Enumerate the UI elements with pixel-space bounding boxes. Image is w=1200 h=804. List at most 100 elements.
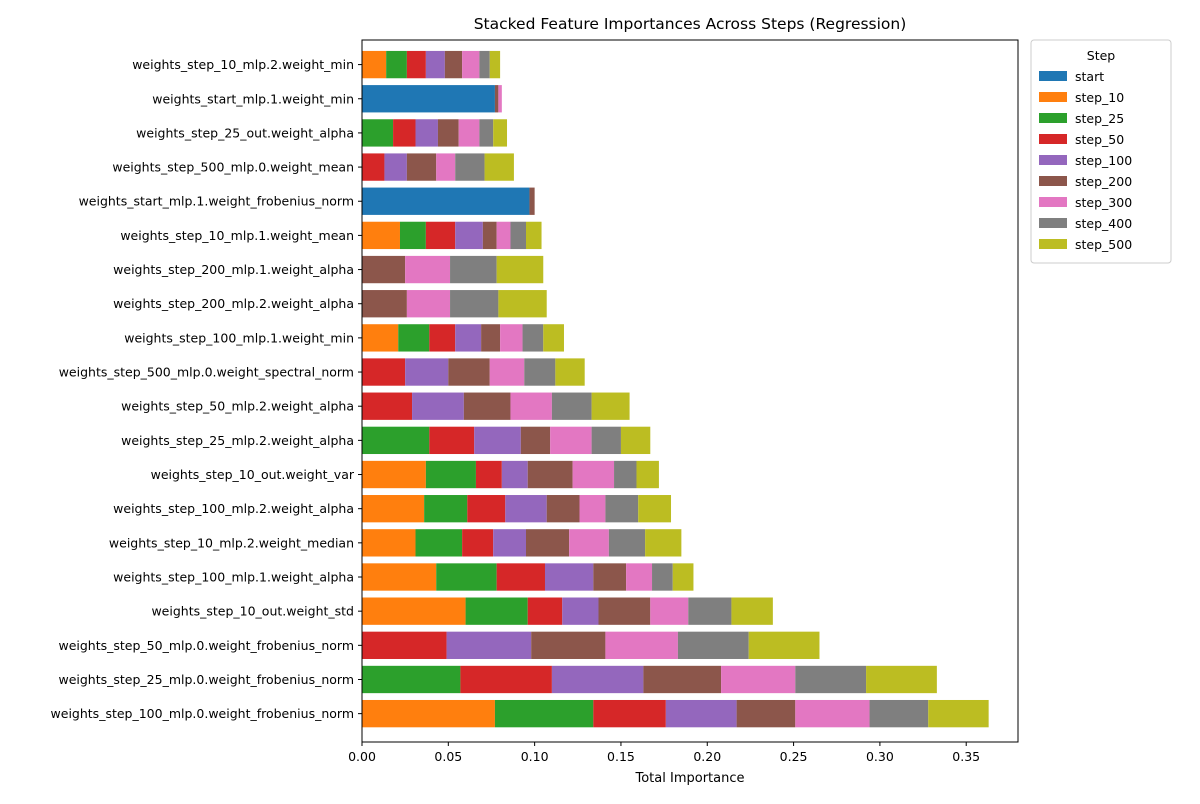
bar-segment-step_300-18 xyxy=(721,665,796,694)
x-axis: 0.00 0.05 0.10 0.15 0.20 0.25 0.30 0.35 xyxy=(348,742,980,764)
bar-segment-step_300-13 xyxy=(579,495,606,523)
category-label: weights_step_500_mlp.0.weight_spectral_n… xyxy=(59,365,354,380)
bar-segment-step_200-4 xyxy=(529,187,535,215)
legend-swatch-step_100 xyxy=(1039,155,1067,165)
bar-segment-step_50-2 xyxy=(393,119,416,147)
bar-segment-step_10-16 xyxy=(362,597,466,625)
bar-segment-step_50-18 xyxy=(460,665,552,694)
x-tick-label: 0.20 xyxy=(693,749,721,764)
bar-segment-step_200-2 xyxy=(437,119,459,147)
bar-segment-step_500-5 xyxy=(526,221,542,250)
legend-label-step_400: step_400 xyxy=(1075,216,1132,231)
bar-segment-step_300-6 xyxy=(405,255,451,284)
bar-segment-step_300-1 xyxy=(498,85,502,113)
bar-segment-step_400-14 xyxy=(608,529,646,557)
bar-segment-step_25-16 xyxy=(465,597,528,625)
bar-segment-step_50-19 xyxy=(593,699,666,728)
bar-segment-step_400-9 xyxy=(524,358,556,386)
bar-segment-step_200-5 xyxy=(482,221,497,250)
category-label: weights_start_mlp.1.weight_min xyxy=(152,91,354,106)
bar-segment-step_200-9 xyxy=(448,358,490,386)
category-label: weights_start_mlp.1.weight_frobenius_nor… xyxy=(79,194,354,209)
bar-segment-step_400-2 xyxy=(479,119,494,147)
legend-swatch-step_200 xyxy=(1039,176,1067,186)
bar-segment-start-4 xyxy=(362,187,530,215)
bar-segment-step_300-15 xyxy=(626,563,653,591)
category-label: weights_step_100_mlp.1.weight_alpha xyxy=(113,570,354,585)
bar-segment-step_25-11 xyxy=(362,426,430,455)
bar-segment-step_300-19 xyxy=(795,699,870,728)
bar-segment-step_50-8 xyxy=(429,324,456,352)
bar-segment-step_50-12 xyxy=(475,460,502,489)
bar-segment-step_500-14 xyxy=(645,529,682,557)
bar-segment-step_25-19 xyxy=(494,699,594,728)
bar-segment-step_50-3 xyxy=(362,153,385,181)
bar-segment-step_400-6 xyxy=(450,255,497,284)
bar-segment-step_400-12 xyxy=(614,460,637,489)
bar-segment-step_300-5 xyxy=(496,221,511,250)
bar-segment-step_100-9 xyxy=(405,358,449,386)
legend-label-step_300: step_300 xyxy=(1075,195,1132,210)
legend-label-step_200: step_200 xyxy=(1075,174,1132,189)
legend-swatch-step_10 xyxy=(1039,92,1067,102)
bar-segment-step_200-12 xyxy=(527,460,573,489)
bar-segment-step_500-12 xyxy=(636,460,659,489)
legend-swatch-step_50 xyxy=(1039,134,1067,144)
bar-segment-step_25-12 xyxy=(425,460,476,489)
bar-segment-step_200-16 xyxy=(598,597,651,625)
category-label: weights_step_10_mlp.2.weight_median xyxy=(109,535,354,550)
bar-segment-step_300-8 xyxy=(500,324,523,352)
category-label: weights_step_10_mlp.1.weight_mean xyxy=(120,228,354,243)
bar-segment-step_200-17 xyxy=(531,631,606,659)
bar-segment-step_500-18 xyxy=(866,665,937,694)
bar-segment-step_100-15 xyxy=(544,563,594,591)
bar-segment-step_100-10 xyxy=(412,392,464,420)
bars-group xyxy=(362,50,989,728)
bar-segment-step_10-5 xyxy=(362,221,400,250)
legend-label-step_50: step_50 xyxy=(1075,132,1124,147)
legend-swatch-step_25 xyxy=(1039,113,1067,123)
bar-segment-step_300-10 xyxy=(510,392,552,420)
bar-segment-step_400-5 xyxy=(510,221,526,250)
bar-segment-step_300-3 xyxy=(436,153,456,181)
category-label: weights_step_10_mlp.2.weight_min xyxy=(132,57,354,72)
bar-segment-step_100-19 xyxy=(665,699,737,728)
bar-segment-step_10-0 xyxy=(362,50,387,79)
bar-segment-step_200-15 xyxy=(593,563,627,591)
category-labels: weights_step_10_mlp.2.weight_min weights_… xyxy=(51,57,362,721)
bar-segment-step_50-15 xyxy=(496,563,545,591)
bar-segment-step_300-2 xyxy=(458,119,480,147)
bar-segment-step_300-9 xyxy=(489,358,525,386)
category-label: weights_step_25_out.weight_alpha xyxy=(136,125,354,140)
bar-segment-step_100-11 xyxy=(474,426,521,455)
bar-segment-step_10-19 xyxy=(362,699,495,728)
legend-label-step_100: step_100 xyxy=(1075,153,1132,168)
legend-swatch-start xyxy=(1039,71,1067,81)
bar-segment-step_400-3 xyxy=(455,153,485,181)
bar-segment-step_400-13 xyxy=(605,495,639,523)
bar-segment-step_200-0 xyxy=(444,50,463,79)
bar-segment-step_100-18 xyxy=(551,665,644,694)
bar-segment-step_400-7 xyxy=(450,290,499,318)
bar-segment-step_25-2 xyxy=(362,119,394,147)
x-tick-label: 0.00 xyxy=(348,749,376,764)
bar-segment-step_100-14 xyxy=(493,529,526,557)
bar-segment-step_50-14 xyxy=(462,529,494,557)
bar-segment-step_500-8 xyxy=(543,324,564,352)
x-tick-label: 0.30 xyxy=(866,749,894,764)
bar-segment-step_400-17 xyxy=(677,631,749,659)
bar-segment-step_500-3 xyxy=(484,153,514,181)
category-label: weights_step_100_mlp.1.weight_min xyxy=(124,330,354,345)
bar-segment-step_25-15 xyxy=(436,563,497,591)
bar-segment-step_500-7 xyxy=(498,290,547,318)
bar-segment-step_25-13 xyxy=(424,495,468,523)
legend-label-step_10: step_10 xyxy=(1075,90,1124,105)
bar-segment-step_100-3 xyxy=(384,153,407,181)
bar-segment-step_25-18 xyxy=(362,665,461,694)
category-label: weights_step_50_mlp.2.weight_alpha xyxy=(121,399,354,414)
bar-segment-step_300-0 xyxy=(462,50,480,79)
bar-segment-step_200-13 xyxy=(546,495,580,523)
bar-segment-step_200-11 xyxy=(520,426,551,455)
category-label: weights_step_200_mlp.1.weight_alpha xyxy=(113,262,354,277)
